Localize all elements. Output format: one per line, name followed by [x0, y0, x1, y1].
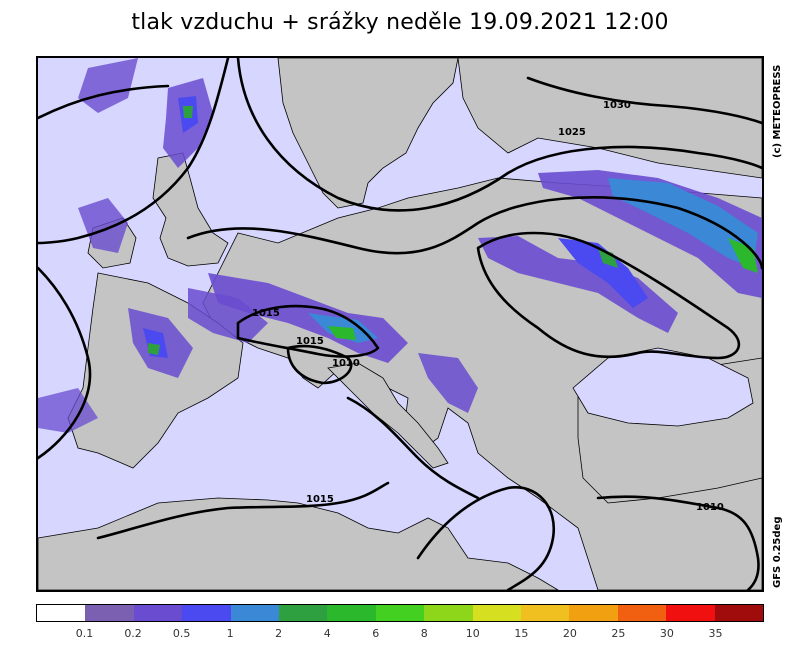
- land-scandinavia: [277, 58, 459, 209]
- isobars: [38, 58, 762, 590]
- precip-band-atlantic: [38, 388, 98, 433]
- isobar-1020-loop: [186, 196, 762, 270]
- isobar-1025: [236, 58, 762, 212]
- legend-label: 0.5: [172, 627, 191, 640]
- isobar-label-1010-alps: 1010: [332, 358, 360, 369]
- legend-color-box: [617, 605, 667, 621]
- isobar-1030: [526, 76, 762, 125]
- legend-color-box: [375, 605, 425, 621]
- isobar-1015-africa: [96, 481, 390, 540]
- legend-color-box: [666, 605, 715, 621]
- isobar-1020-north: [38, 84, 170, 120]
- model-label: GFS 0.25deg: [772, 516, 783, 589]
- map-title: tlak vzduchu + srážky neděle 19.09.2021 …: [131, 10, 669, 35]
- precip-core-balkans-green: [598, 248, 618, 268]
- legend-label: 4: [323, 627, 331, 640]
- precip-core-east-green: [728, 238, 758, 273]
- isobar-1015-south: [416, 486, 556, 590]
- legend-color-box: [714, 605, 764, 621]
- legend-color-box: [133, 605, 183, 621]
- precip-band-north: [78, 58, 138, 113]
- precip-core-uk-green: [183, 106, 193, 118]
- legend-label: 20: [562, 627, 577, 640]
- legend-label: 0.2: [124, 627, 142, 640]
- legend-color-box: [327, 605, 376, 621]
- legend-color-box: [85, 605, 134, 621]
- isobar-1015-med: [38, 266, 92, 460]
- legend-label: 15: [514, 627, 529, 640]
- isobar-1010-alps: [286, 344, 353, 385]
- land-north-africa: [38, 497, 559, 590]
- copyright-label: (c) METEOPRESS: [772, 64, 783, 158]
- legend-label: 1: [226, 627, 234, 640]
- isobar-1010-east: [596, 495, 760, 590]
- land-finland: [457, 58, 762, 179]
- precip-band-italy: [418, 353, 478, 413]
- legend-label: 30: [659, 627, 674, 640]
- precip-band-france: [188, 288, 268, 343]
- isobar-1020-mid: [38, 58, 230, 245]
- isobar-1015-east: [476, 231, 741, 360]
- legend-label: 25: [611, 627, 626, 640]
- legend-label: 35: [708, 627, 723, 640]
- isobar-label-1015-africa: 1015: [306, 494, 334, 505]
- legend-color-box: [472, 605, 522, 621]
- legend-label: 0.1: [75, 627, 94, 640]
- legend-color-box: [424, 605, 473, 621]
- isobar-label-1015-alps: 1015: [296, 336, 324, 347]
- map-canvas: 1030 1025 1015 1015 1010 1015 1010: [38, 58, 762, 590]
- isobar-1015-alps: [236, 304, 380, 358]
- precip-core-balkans: [558, 238, 648, 308]
- legend-color-box: [521, 605, 570, 621]
- legend-label: 6: [372, 627, 380, 640]
- isobar-1015-italy: [346, 396, 480, 500]
- legend-label: 2: [275, 627, 283, 640]
- isobar-label-group: 1030 1025 1015 1015 1010 1015 1010: [252, 100, 724, 513]
- legend-color-box: [569, 605, 618, 621]
- precip-band-balkans: [478, 236, 678, 333]
- precip-core-west-green: [148, 343, 160, 355]
- isobar-label-1015-west: 1015: [252, 308, 280, 319]
- precipitation-patches: [38, 58, 762, 433]
- precip-band-ireland: [78, 198, 128, 253]
- legend-label: 8: [420, 627, 428, 640]
- isobar-label-1030: 1030: [603, 100, 631, 111]
- legend-color-box: [37, 605, 86, 621]
- precipitation-legend-labels: 0.1 0.2 0.5 1 2 4 6 8 10 15 20 25 30 35: [36, 627, 764, 643]
- legend-color-box: [230, 605, 280, 621]
- legend-color-box: [182, 605, 231, 621]
- precip-core-alps-green: [328, 326, 356, 340]
- land-great-britain: [152, 152, 229, 267]
- legend-color-box: [279, 605, 328, 621]
- weather-map: 1030 1025 1015 1015 1010 1015 1010: [36, 56, 764, 592]
- isobar-label-1025: 1025: [558, 127, 586, 138]
- legend-label: 10: [465, 627, 480, 640]
- isobar-label-1010-east: 1010: [696, 502, 724, 513]
- precipitation-legend: [36, 604, 764, 622]
